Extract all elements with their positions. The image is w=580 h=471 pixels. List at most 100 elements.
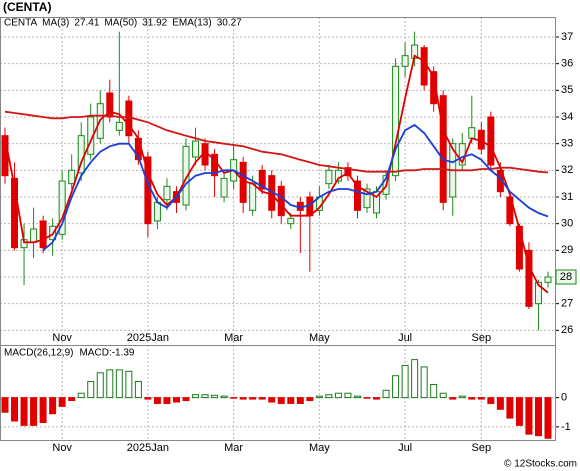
x-tick-label: 2025Jan [127, 442, 169, 454]
last-price-label: 28 [560, 271, 572, 283]
legend-name: MA(50) [104, 18, 137, 29]
chart-title: (CENTA) [3, 0, 51, 14]
y-tick-label: 30 [561, 218, 573, 230]
macd-bar [353, 395, 361, 399]
macd-bar [477, 397, 485, 400]
macd-bar [125, 370, 133, 399]
macd-bar [306, 397, 314, 402]
macd-bar [153, 397, 161, 404]
candle-body [392, 65, 400, 177]
legend-value: 31.92 [142, 18, 167, 29]
macd-bar [373, 397, 381, 400]
macd-bar [439, 392, 447, 399]
x-tick-label: Sep [472, 442, 492, 454]
macd-bar [392, 375, 400, 399]
candle-body [515, 225, 523, 270]
y-tick-label: 31 [561, 191, 573, 203]
candle-body [525, 249, 533, 307]
macd-bar [534, 397, 542, 437]
macd-bar [544, 397, 552, 439]
candle-body [106, 92, 114, 118]
x-tick-label: Sep [472, 332, 492, 344]
candle-body [534, 281, 542, 305]
y-tick-label: 0 [561, 392, 567, 404]
macd-bar [211, 394, 219, 399]
y-tick-label: 26 [561, 324, 573, 336]
macd-bar [163, 397, 171, 404]
legend-symbol: CENTA [4, 18, 37, 29]
candle-body [468, 127, 476, 139]
x-tick-label: Nov [52, 442, 72, 454]
macd-bar [230, 397, 238, 399]
macd-bar [220, 395, 228, 399]
macd-bar [401, 364, 409, 399]
panel-value: MACD:-1.39 [79, 348, 134, 359]
candle-body [401, 55, 409, 67]
macd-bar [344, 392, 352, 399]
candle-body [39, 220, 47, 249]
macd-bar [144, 397, 152, 400]
macd-bar [87, 381, 95, 399]
candle-body [344, 167, 352, 177]
macd-bar [277, 397, 285, 404]
macd-bar [49, 397, 57, 415]
last-price-box [555, 269, 577, 285]
macd-bar [201, 394, 209, 399]
candle-body [11, 177, 19, 249]
macd-bar [430, 383, 438, 399]
macd-bar [325, 394, 333, 399]
macd-bar [363, 397, 371, 399]
macd-bar [182, 397, 190, 402]
macd-bar [296, 397, 304, 404]
macd-bar [77, 392, 85, 399]
y-tick-label: 32 [561, 164, 573, 176]
x-tick-label: May [309, 442, 330, 454]
macd-bar [20, 397, 28, 426]
series-line [4, 110, 549, 174]
legend-value: 27.41 [74, 18, 99, 29]
panel-frame [0, 345, 556, 441]
macd-bar [420, 366, 428, 399]
macd-bar [96, 372, 104, 399]
macd-bar [458, 395, 466, 399]
legend-name: EMA(13) [172, 18, 211, 29]
y-tick-label: 33 [561, 138, 573, 150]
legend-name: MA(3) [42, 18, 69, 29]
macd-bar [334, 392, 342, 399]
macd-bar [172, 397, 180, 403]
macd-bar [468, 397, 476, 400]
macd-bar [1, 397, 9, 413]
candle-body [115, 121, 123, 131]
macd-bar [506, 397, 514, 419]
candle-body [487, 116, 495, 166]
macd-bar [11, 397, 19, 422]
candle-body [192, 140, 200, 158]
macd-bar [315, 395, 323, 399]
candle-body [277, 185, 285, 217]
x-tick-label: Jul [398, 442, 412, 454]
x-tick-label: May [309, 332, 330, 344]
macd-bar [134, 381, 142, 399]
macd-bar [496, 397, 504, 410]
x-tick-label: Jul [398, 332, 412, 344]
candle-body [363, 188, 371, 209]
macd-bar [258, 397, 266, 400]
y-tick-label: 36 [561, 58, 573, 70]
macd-bar [525, 397, 533, 435]
macd-bar [382, 389, 390, 399]
candle-body [353, 180, 361, 211]
y-tick-label: 27 [561, 298, 573, 310]
macd-bar [287, 397, 295, 404]
candle-body [325, 169, 333, 185]
macd-bar [411, 359, 419, 399]
macd-bar [449, 397, 457, 400]
macd-bar [192, 394, 200, 399]
candle-body [430, 71, 438, 105]
macd-bar [106, 369, 114, 399]
footer: © 12Stocks.com [504, 459, 577, 470]
candle-body [220, 177, 228, 198]
candle-body [153, 201, 161, 222]
candle-body [439, 95, 447, 203]
macd-bar [268, 397, 276, 403]
